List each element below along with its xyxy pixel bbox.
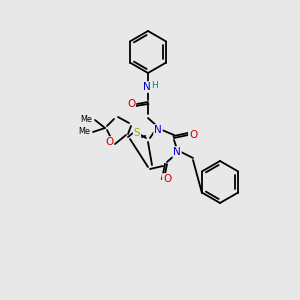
Text: O: O <box>189 130 197 140</box>
Text: O: O <box>163 174 171 184</box>
Text: N: N <box>154 125 162 135</box>
Text: O: O <box>105 137 113 147</box>
Text: Me: Me <box>78 128 90 136</box>
Text: Me: Me <box>80 116 92 124</box>
Text: H: H <box>152 82 158 91</box>
Text: N: N <box>143 82 151 92</box>
Text: S: S <box>134 128 140 138</box>
Text: O: O <box>127 99 135 109</box>
Text: N: N <box>173 147 181 157</box>
